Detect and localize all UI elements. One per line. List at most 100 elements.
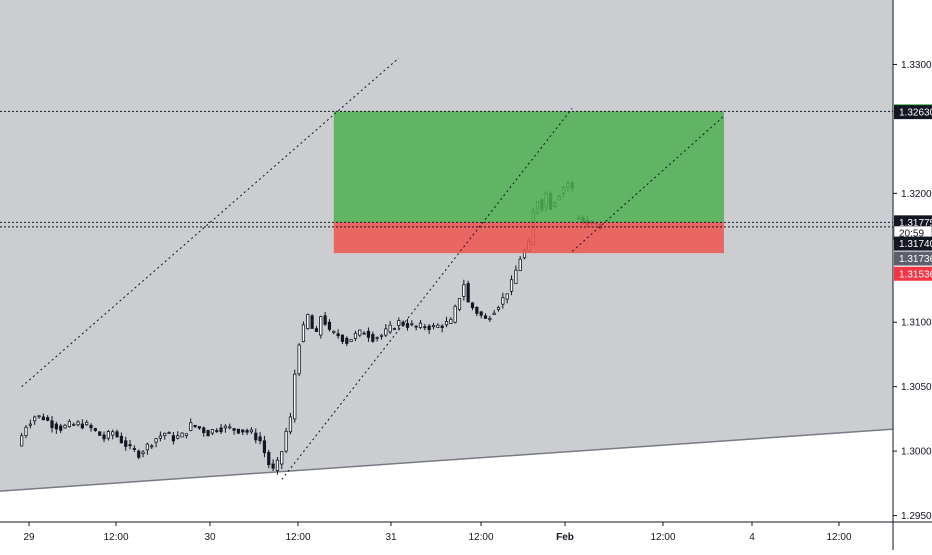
- x-tick-label-9: 12:00: [826, 532, 851, 543]
- candle-body-92: [418, 322, 423, 328]
- price-label-text-1: 1.32630: [899, 108, 932, 119]
- loss-zone: [333, 222, 724, 254]
- candle-body-89: [405, 323, 410, 328]
- candle-body-11: [67, 421, 71, 428]
- candle-body-16: [89, 424, 93, 429]
- y-tick-label-3: 1.30500: [901, 382, 932, 393]
- candle-body-25: [128, 444, 132, 447]
- candle-body-109: [492, 312, 496, 315]
- x-tick-label-5: 12:00: [468, 532, 493, 543]
- x-tick-label-7: 12:00: [650, 532, 675, 543]
- candle-body-60: [280, 451, 284, 465]
- candle-body-102: [462, 284, 466, 297]
- candle-body-33: [163, 432, 167, 437]
- x-tick-label-3: 12:00: [285, 532, 310, 543]
- candle-body-93: [423, 326, 427, 329]
- candle-body-71: [327, 321, 332, 330]
- candle-body-110: [496, 306, 501, 310]
- candle-body-53: [249, 429, 254, 433]
- price-label-text-6: 1.31536: [899, 269, 932, 280]
- candle-body-115: [518, 258, 522, 272]
- candle-body-75: [345, 337, 349, 344]
- candle-body-55: [258, 436, 262, 442]
- candle-body-49: [232, 428, 236, 431]
- price-label-text-2: 1.31775: [899, 218, 932, 229]
- candle-body-113: [509, 279, 514, 292]
- candle-body-76: [349, 339, 353, 342]
- price-label-box-4: [894, 236, 932, 251]
- candle-body-77: [353, 332, 358, 339]
- candle-body-69: [319, 316, 323, 336]
- candle-body-34: [167, 432, 171, 434]
- candle-body-95: [431, 325, 436, 328]
- candle-body-62: [288, 416, 293, 433]
- candle-body-29: [145, 443, 149, 451]
- candle-body-17: [93, 428, 97, 431]
- candle-body-94: [427, 325, 431, 331]
- candle-body-4: [37, 415, 41, 418]
- candle-body-45: [215, 430, 219, 432]
- candle-body-79: [362, 332, 366, 335]
- time-axis-panel: [0, 522, 932, 550]
- x-tick-label-4: 31: [385, 532, 397, 543]
- candle-body-103: [466, 283, 470, 303]
- candle-body-31: [154, 438, 158, 443]
- price-label-box-6: [894, 266, 932, 281]
- candle-body-13: [76, 421, 80, 426]
- candle-body-72: [332, 330, 336, 333]
- candle-body-37: [180, 432, 184, 438]
- candle-body-58: [271, 463, 275, 469]
- candle-body-18: [98, 431, 102, 436]
- candle-body-61: [284, 430, 288, 452]
- candle-body-41: [197, 426, 202, 429]
- candle-body-100: [453, 305, 457, 323]
- candle-body-70: [323, 315, 327, 325]
- candle-body-66: [306, 314, 310, 330]
- candle-body-96: [436, 324, 440, 328]
- candle-body-74: [340, 334, 345, 342]
- candle-body-86: [392, 328, 397, 331]
- candle-body-48: [228, 426, 232, 429]
- candle-body-5: [41, 416, 45, 421]
- candle-body-20: [106, 431, 110, 439]
- candle-body-114: [514, 269, 518, 284]
- price-label-text-4: 1.31740: [899, 239, 932, 250]
- candle-body-88: [401, 321, 405, 326]
- candle-body-63: [293, 373, 297, 420]
- y-tick-label-5: 1.29500: [901, 511, 932, 522]
- candle-body-56: [262, 440, 267, 454]
- candle-body-15: [85, 421, 89, 426]
- candle-body-111: [501, 297, 505, 305]
- candle-body-84: [384, 328, 388, 336]
- candle-body-67: [310, 315, 314, 329]
- candle-body-107: [483, 315, 488, 319]
- candle-body-9: [59, 425, 63, 431]
- candle-body-54: [254, 432, 258, 441]
- candle-body-0: [20, 435, 24, 447]
- candle-body-43: [206, 430, 210, 437]
- candle-body-14: [80, 423, 84, 429]
- candle-body-44: [210, 429, 215, 434]
- candle-body-57: [267, 451, 271, 466]
- candle-body-85: [388, 324, 392, 333]
- candle-body-22: [115, 431, 119, 438]
- candle-body-39: [189, 422, 193, 431]
- x-tick-label-0: 29: [23, 532, 35, 543]
- candle-body-2: [28, 423, 32, 426]
- profit-zone: [333, 111, 724, 223]
- y-tick-label-0: 1.33000: [901, 60, 932, 71]
- candle-body-8: [54, 423, 58, 430]
- candle-body-10: [63, 424, 67, 429]
- x-tick-label-6: Feb: [556, 532, 574, 543]
- candle-body-46: [219, 427, 223, 433]
- candle-body-98: [444, 321, 449, 326]
- candle-body-104: [470, 302, 475, 309]
- candle-body-24: [124, 440, 128, 447]
- y-tick-label-4: 1.30000: [901, 447, 932, 458]
- x-tick-label-2: 30: [204, 532, 216, 543]
- candle-body-6: [46, 417, 50, 421]
- candle-body-19: [102, 434, 106, 440]
